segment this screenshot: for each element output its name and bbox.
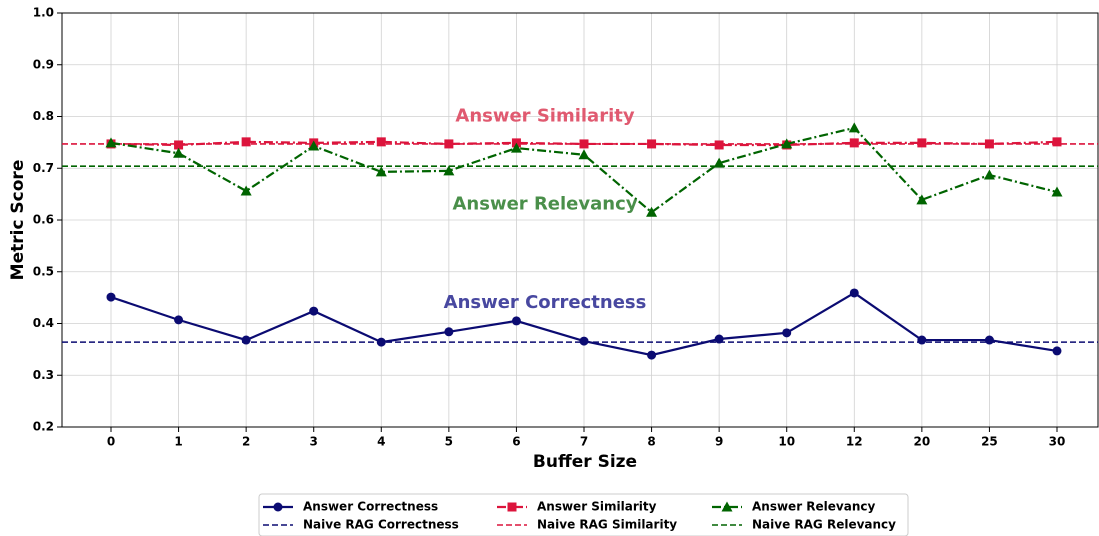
x-tick-label: 4 (377, 435, 385, 449)
legend-label: Naive RAG Similarity (537, 518, 677, 532)
marker (105, 137, 117, 148)
marker (917, 138, 927, 148)
y-tick-label: 0.6 (33, 213, 54, 227)
marker (241, 137, 251, 147)
y-tick-label: 0.2 (33, 420, 54, 434)
marker (308, 140, 320, 151)
legend-label: Answer Correctness (303, 500, 438, 514)
series-line (110, 140, 1058, 147)
marker (444, 139, 454, 149)
marker (646, 206, 658, 217)
legend-box (258, 493, 909, 536)
marker (443, 165, 455, 176)
marker (1052, 346, 1062, 356)
y-tick-label: 0.5 (33, 264, 54, 278)
marker (1051, 186, 1063, 197)
marker (375, 166, 387, 177)
y-tick-label: 0.3 (33, 368, 54, 382)
x-tick-label: 9 (715, 435, 723, 449)
marker (273, 502, 283, 512)
x-tick-label: 5 (445, 435, 453, 449)
annotation: Answer Relevancy (453, 193, 638, 214)
marker (647, 139, 657, 149)
x-tick-label: 10 (778, 435, 795, 449)
x-tick-label: 20 (914, 435, 931, 449)
marker (647, 350, 657, 360)
marker (174, 315, 184, 325)
y-tick-label: 1.0 (33, 6, 54, 20)
x-tick-label: 1 (174, 435, 182, 449)
marker (713, 157, 725, 168)
annotation: Answer Correctness (444, 292, 647, 313)
marker (511, 316, 521, 326)
marker (714, 140, 724, 150)
plot-frame (61, 12, 1099, 428)
marker (781, 138, 793, 149)
y-axis-label: Metric Score (8, 160, 28, 281)
marker (578, 149, 590, 160)
marker (721, 501, 733, 512)
x-tick-label: 25 (981, 435, 998, 449)
marker (1052, 137, 1062, 147)
marker (240, 185, 252, 196)
marker (173, 147, 185, 158)
legend-label: Answer Similarity (537, 500, 657, 514)
y-tick-label: 0.9 (33, 57, 54, 71)
x-tick-label: 30 (1049, 435, 1066, 449)
legend-label: Answer Relevancy (752, 500, 876, 514)
marker (106, 292, 116, 302)
marker (444, 327, 454, 337)
x-tick-label: 6 (512, 435, 520, 449)
marker (309, 306, 319, 316)
marker (174, 140, 184, 150)
marker (376, 337, 386, 347)
x-tick-label: 0 (107, 435, 115, 449)
x-tick-label: 2 (242, 435, 250, 449)
x-tick-label: 8 (647, 435, 655, 449)
marker (579, 139, 589, 149)
legend-label: Naive RAG Correctness (303, 518, 459, 532)
marker (714, 334, 724, 344)
x-axis-label: Buffer Size (533, 452, 637, 472)
marker (510, 142, 522, 153)
annotation: Answer Similarity (455, 106, 634, 127)
marker (848, 122, 860, 133)
x-tick-label: 12 (846, 435, 863, 449)
legend-label: Naive RAG Relevancy (752, 518, 896, 532)
marker (984, 139, 994, 149)
marker (507, 502, 517, 512)
marker (376, 137, 386, 147)
marker (917, 335, 927, 345)
x-tick-label: 3 (310, 435, 318, 449)
marker (849, 288, 859, 298)
marker (241, 335, 251, 345)
marker (984, 335, 994, 345)
y-tick-label: 0.4 (33, 316, 54, 330)
marker (782, 328, 792, 338)
y-tick-label: 0.8 (33, 109, 54, 123)
marker (916, 194, 928, 205)
marker (983, 169, 995, 180)
x-tick-label: 7 (580, 435, 588, 449)
marker (849, 138, 859, 148)
y-tick-label: 0.7 (33, 161, 54, 175)
marker (579, 336, 589, 346)
